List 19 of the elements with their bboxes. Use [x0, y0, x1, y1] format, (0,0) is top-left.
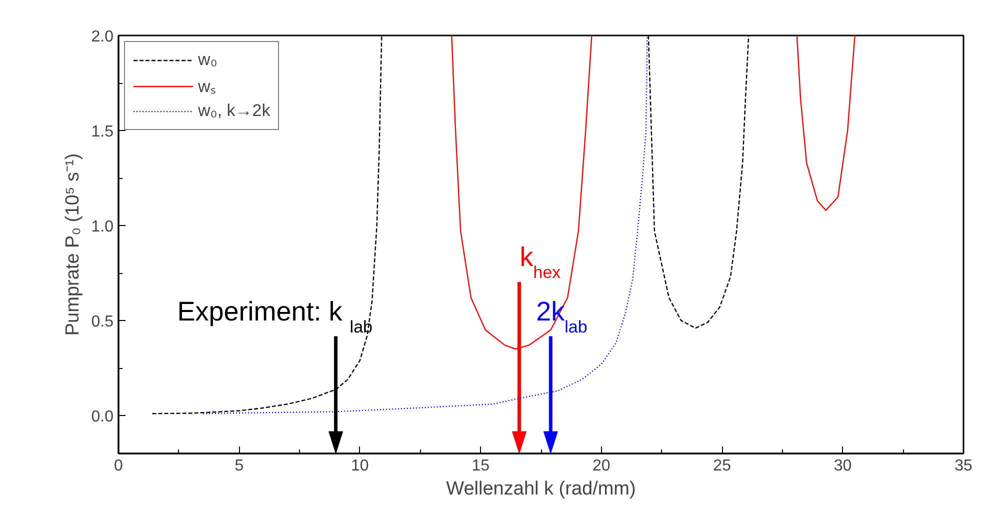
- legend-label: wₛ: [198, 76, 216, 97]
- y-tick-label: 0.0: [91, 408, 114, 426]
- x-tick-label: 20: [592, 458, 610, 474]
- y-tick-label: 2.0: [91, 28, 114, 46]
- x-axis-title: Wellenzahl k (rad/mm): [446, 478, 636, 500]
- y-tick-label: 1.5: [91, 124, 114, 140]
- y-tick-label: 0.5: [91, 314, 114, 330]
- x-tick-label: 5: [234, 458, 244, 474]
- ref-line-label: Experiment: klab: [177, 296, 372, 336]
- x-tick-label: 25: [713, 458, 732, 474]
- legend-label: w₀, k→2k: [198, 101, 270, 121]
- x-tick-label: 10: [351, 458, 369, 474]
- y-axis-title: Pumprate P₀ (10⁵ s⁻¹): [62, 153, 84, 336]
- y-tick-label: 1.0: [91, 218, 114, 236]
- x-tick-label: 0: [114, 458, 124, 474]
- x-tick-label: 35: [954, 458, 972, 474]
- x-tick-label: 15: [472, 458, 490, 474]
- x-tick-label: 30: [834, 458, 852, 474]
- legend-label: w₀: [198, 50, 218, 70]
